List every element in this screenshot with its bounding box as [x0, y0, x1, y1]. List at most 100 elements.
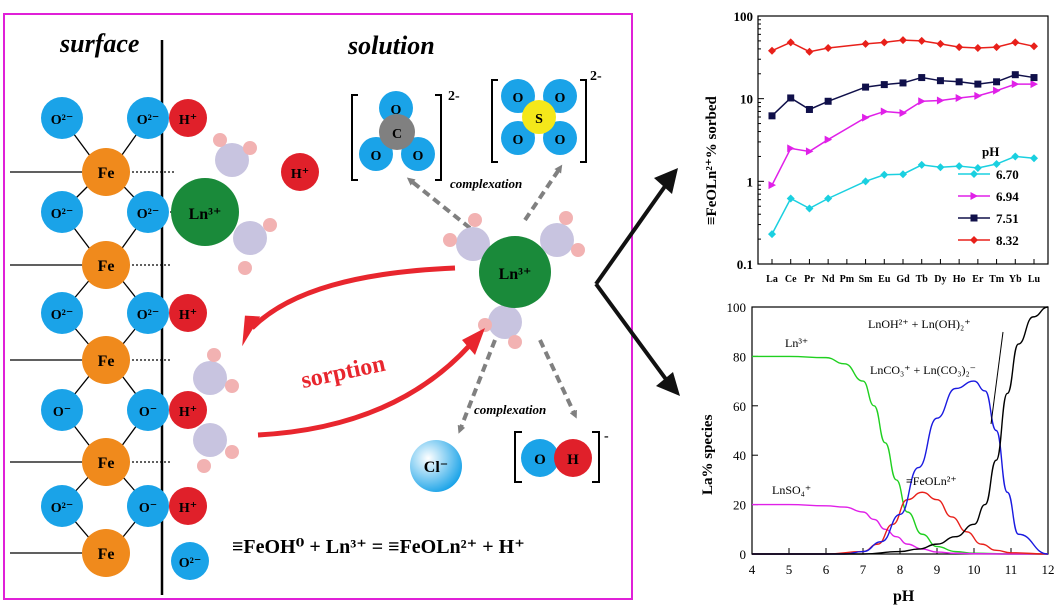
svg-text:H⁺: H⁺ [291, 167, 309, 182]
svg-text:H: H [567, 452, 579, 468]
data-point [993, 78, 1001, 86]
data-point [973, 44, 982, 53]
sorption-chart: ≡FeOLn²⁺% sorbed 0.1 1 10 100 La Ce Pr Nd Pm Sm E… [704, 9, 1049, 285]
data-point [786, 38, 795, 47]
x-tick-label: La [766, 274, 778, 285]
annotation-lnoh-leader [990, 331, 1004, 425]
data-point [824, 194, 833, 203]
complexation-label-bottom: complexation [474, 402, 546, 417]
data-point [974, 91, 982, 100]
svg-text:Ln³⁺: Ln³⁺ [189, 206, 222, 223]
x-tick-label: 9 [934, 562, 941, 577]
data-point [936, 39, 945, 48]
y-tick-label: 60 [733, 399, 746, 414]
svg-text:Fe: Fe [98, 258, 115, 275]
lattice-bonds [10, 117, 149, 554]
data-point [899, 170, 907, 179]
oxygen-atoms-right: O²⁻ O²⁻ O²⁻ O⁻ O⁻ [127, 97, 169, 527]
svg-text:2-: 2- [590, 69, 602, 84]
data-point [824, 97, 832, 105]
species-curve [752, 355, 1048, 555]
svg-text:H⁺: H⁺ [179, 113, 197, 128]
data-point [805, 105, 813, 113]
x-tick-label: Tm [989, 274, 1005, 285]
surface-lanthanide-complex: Ln³⁺ [171, 133, 277, 275]
data-point [880, 81, 888, 89]
sorption-chart-frame [757, 15, 1049, 265]
data-point [805, 47, 814, 56]
data-point [1011, 80, 1020, 89]
data-point [787, 94, 795, 102]
svg-text:O: O [513, 91, 524, 106]
svg-text:O: O [534, 452, 546, 468]
svg-text:Fe: Fe [98, 455, 115, 472]
svg-text:O²⁻: O²⁻ [137, 308, 159, 323]
x-tick-label: Er [972, 274, 984, 285]
svg-text:O²⁻: O²⁻ [51, 308, 73, 323]
x-tick-label: 6 [823, 562, 830, 577]
legend-label: 7.51 [996, 211, 1019, 226]
data-point [861, 177, 870, 186]
svg-text:Cl⁻: Cl⁻ [424, 459, 448, 476]
data-point [768, 46, 776, 55]
x-tick-label: Gd [896, 274, 910, 285]
svg-text:Ln³⁺: Ln³⁺ [499, 266, 532, 283]
carbonate-ion: 2- O O O C [351, 89, 460, 181]
data-point [824, 44, 833, 53]
speciation-chart-xlabel: pH [893, 588, 915, 605]
data-point [918, 97, 926, 106]
data-point [973, 163, 982, 172]
iron-atoms: Fe Fe Fe Fe Fe [82, 148, 130, 577]
sulfate-ion: 2- O O O O S [491, 69, 602, 163]
svg-text:H⁺: H⁺ [179, 405, 197, 420]
data-point [918, 74, 926, 82]
data-point [955, 43, 964, 52]
y-tick-label: 80 [733, 349, 746, 364]
data-point [992, 160, 1001, 169]
released-water-molecules [193, 348, 239, 473]
data-point [861, 39, 870, 48]
surface-label: surface [59, 29, 139, 58]
svg-text:O: O [555, 133, 566, 148]
y-tick-label: 0.1 [737, 257, 753, 272]
speciation-chart-ylabel: La% species [700, 414, 716, 495]
sorption-arrows [242, 265, 485, 438]
svg-text:O: O [555, 91, 566, 106]
svg-text:2-: 2- [448, 89, 460, 104]
x-tick-label: Sm [859, 274, 874, 285]
svg-text:H⁺: H⁺ [179, 308, 197, 323]
data-point [936, 163, 945, 172]
x-tick-label: Pm [840, 274, 855, 285]
data-point [955, 93, 964, 102]
legend-marker [970, 214, 978, 222]
svg-text:H⁺: H⁺ [179, 501, 197, 516]
data-point [862, 113, 870, 122]
data-point [824, 135, 833, 144]
data-point [899, 79, 907, 87]
panel-frame [3, 13, 633, 600]
legend-title: pH [982, 144, 999, 159]
svg-text:O²⁻: O²⁻ [137, 207, 159, 222]
data-point [1030, 154, 1038, 163]
data-point [880, 38, 889, 47]
data-point [992, 43, 1001, 52]
data-point [1030, 74, 1038, 82]
data-point [768, 112, 776, 120]
connector-arrowhead-bottom [656, 372, 680, 396]
series-line-6.94 [771, 83, 1034, 186]
y-tick-label: 100 [734, 9, 754, 24]
data-point [862, 83, 870, 91]
data-point [805, 204, 814, 213]
legend-marker [970, 170, 978, 178]
annotation-lnoh: LnOH²⁺ + Ln(OH)₂⁺ [868, 317, 971, 331]
x-tick-label: 7 [860, 562, 867, 577]
svg-text:S: S [535, 112, 543, 127]
complexation-arrows [406, 164, 577, 434]
legend-marker [970, 236, 978, 244]
data-point [1011, 38, 1020, 47]
data-point [899, 36, 907, 45]
legend-marker [970, 192, 978, 200]
data-point [1011, 152, 1020, 161]
x-tick-label: 5 [786, 562, 793, 577]
data-point [936, 77, 944, 85]
